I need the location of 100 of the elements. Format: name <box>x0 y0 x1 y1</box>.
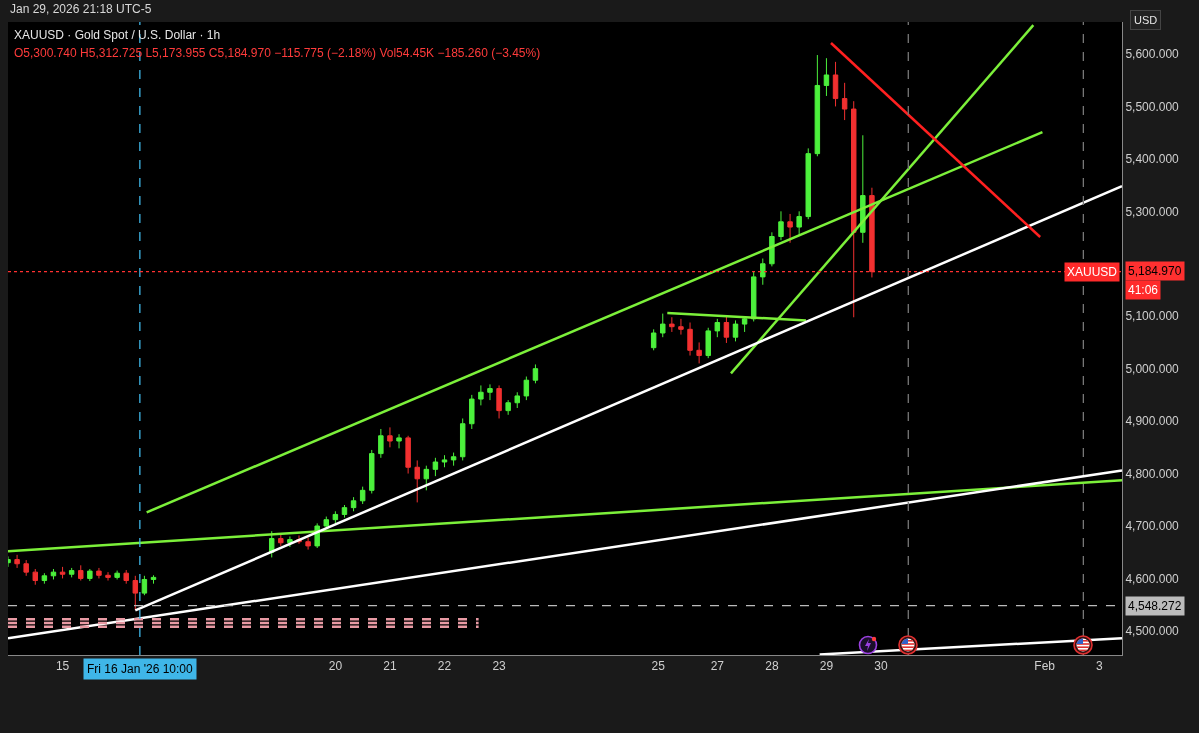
candlestick <box>332 510 339 524</box>
candlestick <box>650 328 657 351</box>
candlestick <box>496 384 502 419</box>
candlestick <box>414 459 420 503</box>
candlestick <box>105 571 111 582</box>
y-tick-label: 4,700.000 <box>1125 519 1180 534</box>
ref-line-label: 4,548.272 <box>1128 599 1182 613</box>
candlestick <box>523 376 530 401</box>
candlestick <box>723 315 730 344</box>
candlestick <box>341 504 348 519</box>
candlestick <box>787 213 793 244</box>
candlestick <box>660 313 666 338</box>
x-tick-label: 25 <box>651 659 666 674</box>
candlestick <box>832 61 839 107</box>
candlestick <box>869 187 875 278</box>
candlestick <box>323 516 330 530</box>
candlestick <box>396 433 402 449</box>
candlestick <box>87 568 93 582</box>
candlestick <box>32 568 39 586</box>
candlestick <box>678 318 684 336</box>
x-tick-label: 23 <box>492 659 507 674</box>
y-tick-label: 4,600.000 <box>1125 571 1180 586</box>
candlestick <box>78 564 84 582</box>
candlestick <box>387 426 393 448</box>
text: 41:06 <box>1128 283 1159 297</box>
y-tick-label: 5,300.000 <box>1125 204 1180 219</box>
y-tick-label: 4,500.000 <box>1125 624 1180 639</box>
candlestick <box>132 575 139 611</box>
candlestick <box>823 57 830 97</box>
candlestick <box>796 210 802 236</box>
candlestick <box>23 559 29 577</box>
candlestick <box>287 535 293 548</box>
x-tick-label: 15 <box>55 659 70 674</box>
candlestick <box>760 258 766 286</box>
candlestick <box>305 537 311 551</box>
candlestick <box>469 394 475 430</box>
candlestick <box>378 428 384 459</box>
candlestick <box>505 399 511 416</box>
candlestick <box>359 486 366 505</box>
candlestick <box>841 82 848 121</box>
x-tick-label: 30 <box>874 659 888 674</box>
candlestick <box>732 319 739 342</box>
x-tick-label: 22 <box>437 659 452 674</box>
annotation: XAUUSD <box>1067 265 1118 279</box>
x-tick-label: 28 <box>765 659 779 674</box>
candlestick <box>778 210 784 241</box>
y-tick-label: 4,800.000 <box>1125 466 1180 481</box>
candlestick <box>714 318 721 338</box>
candlestick <box>532 363 539 384</box>
candlestick <box>350 496 357 512</box>
candlestick <box>514 391 520 409</box>
x-tick-label: 29 <box>819 659 834 674</box>
candlestick <box>68 567 75 578</box>
x-tick-label: 21 <box>383 659 397 674</box>
candlestick <box>114 570 120 580</box>
candlestick <box>741 315 748 333</box>
candlestick <box>769 231 775 267</box>
y-tick-label: 5,000.000 <box>1125 361 1180 376</box>
y-tick-label: 5,600.000 <box>1125 47 1180 62</box>
ref-line-label: Fri 16 Jan '26 10:00 <box>87 662 194 676</box>
y-axis-title: USD <box>1134 14 1158 26</box>
candlestick <box>459 417 466 461</box>
candlestick <box>59 566 66 579</box>
x-tick-label: 27 <box>710 659 725 674</box>
candlestick <box>805 147 811 220</box>
x-tick-label: 3 <box>1095 659 1103 674</box>
candlestick <box>705 327 711 359</box>
y-tick-label: 5,400.000 <box>1125 152 1180 167</box>
candlestick <box>141 575 148 596</box>
y-tick-label: 5,500.000 <box>1125 99 1180 114</box>
x-tick-label: 20 <box>328 659 343 674</box>
y-tick-label: 4,900.000 <box>1125 414 1180 429</box>
candlestick <box>96 567 102 579</box>
candlestick <box>450 452 457 467</box>
candlestick <box>14 554 20 569</box>
candlestick <box>41 572 48 585</box>
candlestick <box>669 316 675 333</box>
candlestick <box>441 454 448 468</box>
candlestick <box>150 574 157 585</box>
candlestick <box>696 341 702 364</box>
text: Jan 29, 2026 21:18 UTC-5 <box>10 2 152 16</box>
candlestick <box>478 384 484 406</box>
candlestick <box>278 533 284 547</box>
ref-line-label: 5,184.970 <box>1128 264 1182 278</box>
candlestick <box>851 100 857 318</box>
candlestick <box>814 54 821 157</box>
candlestick <box>687 322 693 357</box>
candlestick <box>50 568 57 580</box>
y-tick-label: 5,100.000 <box>1125 309 1180 324</box>
candlestick <box>123 569 129 585</box>
candlestick <box>268 530 275 558</box>
candlestick <box>423 465 430 491</box>
x-tick-label: Feb <box>1034 659 1056 674</box>
text: XAUUSD · Gold Spot / U.S. Dollar · 1h <box>14 28 221 42</box>
candlestick <box>487 383 493 401</box>
candlestick <box>750 271 757 322</box>
candlestick <box>432 457 439 477</box>
candlestick <box>369 449 375 494</box>
text: O5,300.740 H5,312.725 L5,173.955 C5,184.970 −115.775 (−2.18%) Vol54.45K −185.260 (−3.45%) <box>14 46 541 60</box>
candlestick <box>405 435 411 475</box>
